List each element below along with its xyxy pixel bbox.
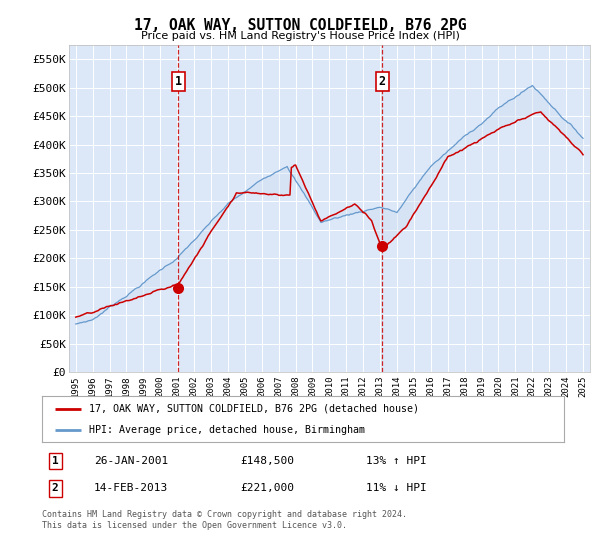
- Text: This data is licensed under the Open Government Licence v3.0.: This data is licensed under the Open Gov…: [42, 521, 347, 530]
- Text: £221,000: £221,000: [241, 483, 295, 493]
- Text: 2: 2: [379, 76, 386, 88]
- Text: 26-JAN-2001: 26-JAN-2001: [94, 456, 169, 466]
- Text: 1: 1: [52, 456, 58, 466]
- Text: 14-FEB-2013: 14-FEB-2013: [94, 483, 169, 493]
- Text: 17, OAK WAY, SUTTON COLDFIELD, B76 2PG: 17, OAK WAY, SUTTON COLDFIELD, B76 2PG: [134, 18, 466, 33]
- Text: 17, OAK WAY, SUTTON COLDFIELD, B76 2PG (detached house): 17, OAK WAY, SUTTON COLDFIELD, B76 2PG (…: [89, 404, 419, 414]
- Text: 2: 2: [52, 483, 58, 493]
- Text: 11% ↓ HPI: 11% ↓ HPI: [365, 483, 427, 493]
- Text: Price paid vs. HM Land Registry's House Price Index (HPI): Price paid vs. HM Land Registry's House …: [140, 31, 460, 41]
- Text: 1: 1: [175, 76, 182, 88]
- Text: 13% ↑ HPI: 13% ↑ HPI: [365, 456, 427, 466]
- Text: Contains HM Land Registry data © Crown copyright and database right 2024.: Contains HM Land Registry data © Crown c…: [42, 510, 407, 519]
- Text: HPI: Average price, detached house, Birmingham: HPI: Average price, detached house, Birm…: [89, 425, 365, 435]
- Text: £148,500: £148,500: [241, 456, 295, 466]
